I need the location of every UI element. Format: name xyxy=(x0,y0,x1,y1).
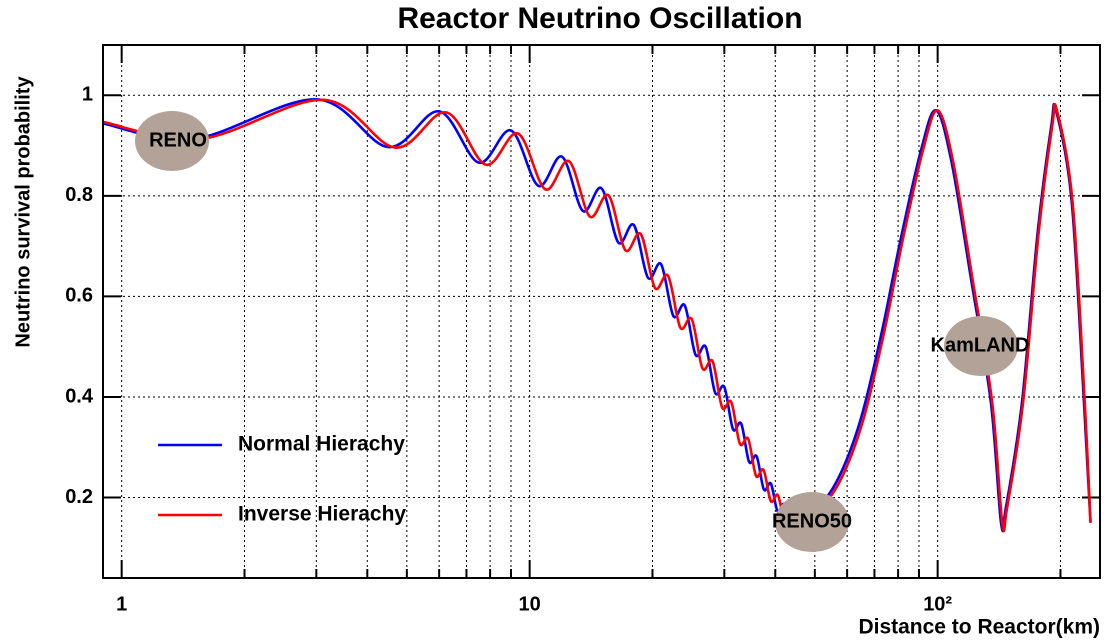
x-tick-label: 10 xyxy=(519,593,541,615)
plot-frame xyxy=(102,44,1101,579)
series-line xyxy=(102,98,1092,533)
y-tick-label: 1 xyxy=(82,84,93,106)
y-tick-label: 0.4 xyxy=(65,385,94,407)
chart-title: Reactor Neutrino Oscillation xyxy=(397,2,802,35)
x-axis-label: Distance to Reactor(km) xyxy=(858,616,1100,639)
annotation-ellipse xyxy=(775,492,849,552)
x-tick-label: 10² xyxy=(923,593,952,615)
y-tick-label: 0.8 xyxy=(65,184,93,206)
annotation-label: RENO50 xyxy=(772,510,852,532)
legend-label: Normal Hierachy xyxy=(238,433,405,456)
y-tick-label: 0.2 xyxy=(65,486,93,508)
series-line xyxy=(102,98,1092,533)
x-tick-label: 1 xyxy=(116,593,127,615)
y-tick-label: 0.6 xyxy=(65,285,93,307)
annotation-ellipse xyxy=(944,316,1018,376)
legend-label: Inverse Hierachy xyxy=(238,503,406,526)
y-axis-label: Neutrino survival probability xyxy=(12,76,34,348)
annotation-label: RENO xyxy=(149,129,207,151)
annotation-label: KamLAND xyxy=(931,334,1030,356)
annotation-ellipse xyxy=(135,111,209,171)
